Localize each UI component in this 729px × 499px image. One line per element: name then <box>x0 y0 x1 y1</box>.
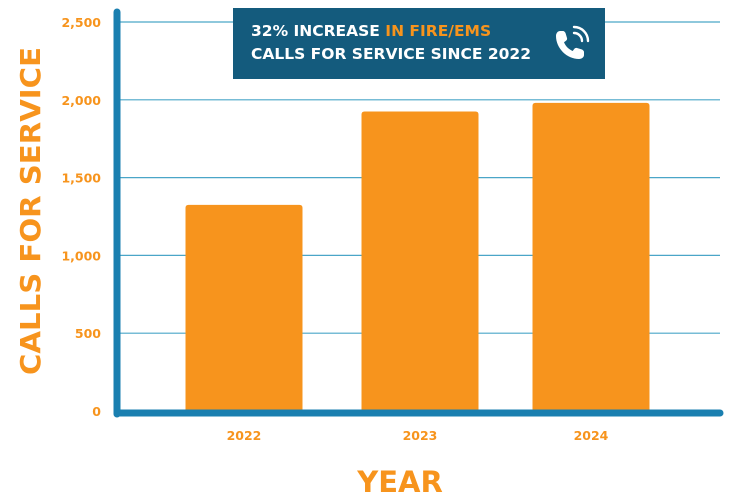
x-tick-label: 2023 <box>403 428 438 443</box>
x-axis-title: YEAR <box>356 465 443 495</box>
y-tick-label: 1,500 <box>61 171 101 186</box>
bar <box>532 102 650 412</box>
x-tick-label: 2022 <box>227 428 262 443</box>
y-tick-label: 2,500 <box>61 15 101 30</box>
y-tick-label: 500 <box>75 326 101 341</box>
y-tick-label: 0 <box>92 404 101 419</box>
bar <box>185 204 303 411</box>
headline-banner: 32% INCREASE IN FIRE/EMS CALLS FOR SERVI… <box>233 8 605 79</box>
headline-line-1: 32% INCREASE IN FIRE/EMS <box>251 20 605 43</box>
y-tick-label: 1,000 <box>61 248 101 263</box>
headline-line-2: CALLS FOR SERVICE SINCE 2022 <box>251 45 531 63</box>
bar <box>361 111 479 411</box>
phone-icon <box>556 25 590 59</box>
x-tick-label: 2024 <box>574 428 609 443</box>
headline-prefix: 32% INCREASE <box>251 22 380 40</box>
y-tick-label: 2,000 <box>61 93 101 108</box>
headline-highlight: IN FIRE/EMS <box>385 22 492 40</box>
y-axis-title: CALLS FOR SERVICE <box>14 47 47 375</box>
